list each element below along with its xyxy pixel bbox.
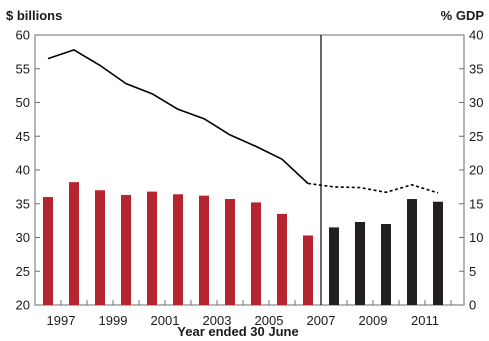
- bar: [121, 194, 131, 305]
- bar: [199, 195, 209, 305]
- bar: [43, 197, 53, 305]
- x-tick-label: 1999: [99, 313, 128, 328]
- right-tick-label: 35: [469, 61, 483, 76]
- x-tick-label: 2011: [411, 313, 439, 328]
- left-tick-label: 60: [16, 28, 30, 43]
- dashed-line-series: [307, 182, 439, 194]
- left-tick-label: 55: [16, 61, 30, 76]
- x-axis: 1997 1999 2001 2003 2005 2007 2009 2011: [47, 300, 452, 328]
- bar: [147, 191, 157, 305]
- right-tick-label: 40: [469, 28, 483, 43]
- bar: [173, 194, 183, 305]
- right-tick-label: 10: [469, 230, 483, 245]
- left-tick-label: 40: [16, 163, 30, 178]
- bar: [329, 227, 339, 305]
- right-tick-label: 15: [469, 196, 483, 211]
- bar: [251, 202, 261, 305]
- bar: [407, 199, 417, 305]
- bar: [381, 224, 391, 305]
- right-tick-label: 5: [469, 264, 476, 279]
- right-tick-label: 20: [469, 163, 483, 178]
- bar: [225, 199, 235, 305]
- left-tick-label: 45: [16, 129, 30, 144]
- x-tick-label: 2009: [359, 313, 388, 328]
- left-axis: 20 25 30 35 40 45 50 55 60: [16, 28, 40, 313]
- x-tick-label: 2007: [307, 313, 336, 328]
- left-tick-label: 25: [16, 264, 30, 279]
- x-tick-label: 2001: [151, 313, 180, 328]
- x-tick-label: 1997: [47, 313, 76, 328]
- bar: [355, 221, 365, 305]
- line-series: [47, 49, 439, 194]
- right-axis-unit-label: % GDP: [441, 8, 485, 23]
- right-axis: 0 5 10 15 20 25 30 35 40: [459, 28, 483, 313]
- left-tick-label: 30: [16, 230, 30, 245]
- solid-line-series: [47, 49, 309, 185]
- left-tick-label: 50: [16, 95, 30, 110]
- bar: [277, 213, 287, 305]
- bar: [69, 182, 79, 305]
- right-tick-label: 0: [469, 298, 476, 313]
- right-tick-label: 25: [469, 129, 483, 144]
- bar-series: [43, 182, 443, 305]
- bar: [303, 235, 313, 305]
- x-tick-label: 2003: [203, 313, 232, 328]
- left-axis-unit-label: $ billions: [6, 8, 62, 23]
- x-tick-label: 2005: [255, 313, 284, 328]
- x-axis-title: Year ended 30 June: [177, 324, 298, 339]
- right-tick-label: 30: [469, 95, 483, 110]
- left-tick-label: 35: [16, 196, 30, 211]
- bar: [95, 190, 105, 305]
- left-tick-label: 20: [16, 298, 30, 313]
- bar: [433, 201, 443, 305]
